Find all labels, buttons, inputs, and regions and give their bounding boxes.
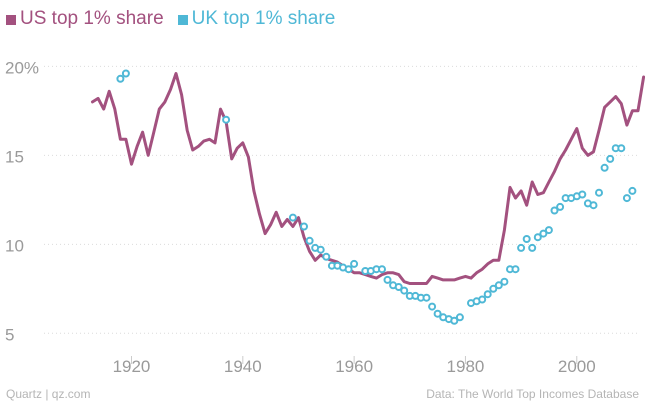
- uk-data-point: [344, 265, 353, 274]
- source-credit: Quartz | qz.com: [6, 387, 91, 401]
- legend-label-uk: UK top 1% share: [191, 8, 336, 29]
- uk-data-point: [606, 154, 615, 163]
- x-tick-label: 2000: [558, 357, 596, 376]
- uk-data-point: [378, 265, 386, 274]
- uk-data-point: [617, 144, 626, 153]
- uk-data-point: [533, 233, 542, 242]
- uk-data-point: [222, 115, 231, 124]
- uk-data-point: [511, 265, 520, 274]
- x-tick-label: 1920: [113, 357, 151, 376]
- uk-data-point: [544, 226, 553, 235]
- legend-label-us: US top 1% share: [20, 8, 164, 29]
- uk-data-point: [394, 283, 403, 291]
- uk-data-point: [539, 229, 548, 238]
- uk-series: [116, 69, 637, 325]
- y-axis-ticks: 20% 15 10 5: [5, 58, 39, 344]
- uk-data-point: [350, 259, 359, 268]
- uk-data-point: [517, 243, 526, 252]
- uk-data-point: [316, 245, 325, 254]
- us-series: [91, 72, 645, 285]
- uk-data-point: [428, 302, 437, 311]
- uk-data-point: [383, 275, 392, 284]
- uk-data-point: [578, 190, 587, 199]
- legend-swatch-us: [6, 15, 16, 25]
- uk-data-point: [478, 295, 487, 304]
- uk-data-point: [300, 222, 308, 231]
- uk-data-point: [116, 74, 125, 83]
- x-axis-ticks: 1920 1940 1960 1980 2000: [113, 357, 596, 376]
- uk-data-point: [500, 277, 509, 286]
- y-tick-label: 20%: [5, 58, 39, 77]
- uk-data-point: [288, 213, 297, 222]
- uk-data-point: [483, 290, 492, 299]
- legend-item-us: US top 1% share: [6, 8, 164, 30]
- uk-data-point: [595, 188, 603, 197]
- grid-lines: [44, 65, 638, 364]
- y-tick-label: 5: [5, 325, 14, 344]
- uk-data-point: [550, 206, 559, 215]
- x-tick-label: 1960: [335, 357, 373, 376]
- uk-data-point: [305, 236, 314, 245]
- uk-data-point: [400, 286, 409, 295]
- chart-legend: US top 1% share UK top 1% share: [6, 6, 349, 32]
- uk-data-point: [628, 186, 637, 195]
- uk-data-point: [422, 293, 431, 302]
- uk-data-point: [622, 194, 631, 203]
- uk-data-point: [121, 69, 130, 78]
- legend-swatch-uk: [177, 15, 188, 25]
- data-source: Data: The World Top Incomes Database: [426, 387, 639, 401]
- x-tick-label: 1940: [224, 357, 262, 376]
- legend-item-uk: UK top 1% share: [177, 8, 336, 30]
- uk-data-point: [528, 243, 537, 252]
- uk-data-point: [322, 252, 331, 261]
- us-series-line: [91, 72, 645, 285]
- y-tick-label: 15: [5, 147, 24, 166]
- x-tick-label: 1980: [447, 357, 485, 376]
- uk-data-point: [455, 313, 464, 322]
- uk-data-point: [433, 309, 442, 318]
- y-tick-label: 10: [5, 236, 24, 255]
- uk-data-point: [522, 235, 531, 243]
- uk-data-point: [450, 316, 459, 325]
- uk-data-point: [556, 202, 565, 211]
- uk-data-point: [600, 163, 609, 172]
- uk-data-point: [494, 281, 503, 290]
- uk-data-point: [589, 201, 598, 210]
- uk-data-point: [489, 284, 498, 293]
